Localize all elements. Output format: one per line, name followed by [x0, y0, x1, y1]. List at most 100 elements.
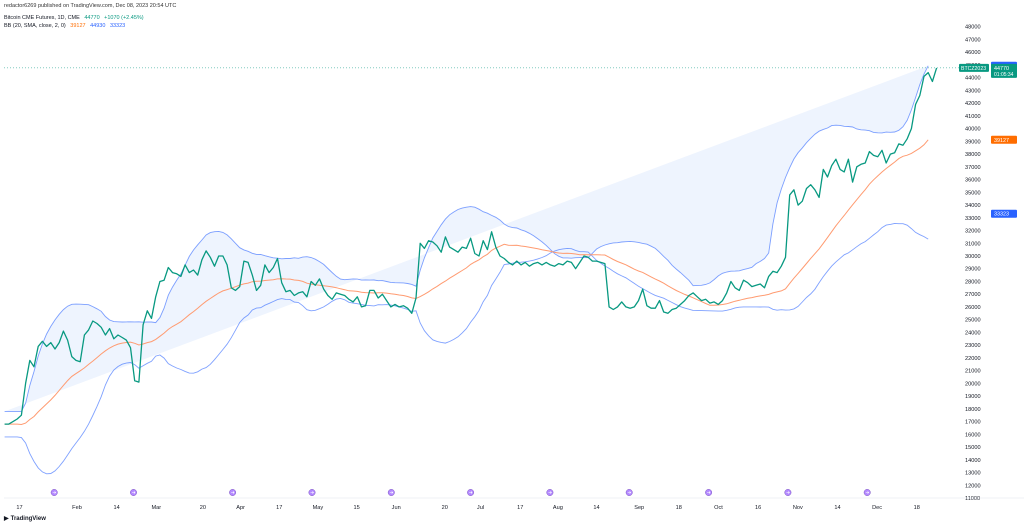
- x-tick-label: 20: [442, 505, 448, 511]
- y-tick-label: 29000: [965, 267, 981, 273]
- tradingview-logo-icon: ▶: [4, 516, 9, 522]
- last-price: 44770: [84, 15, 100, 21]
- lower-band-tag-box: [991, 209, 1017, 218]
- y-tick-label: 16000: [965, 432, 981, 438]
- y-tick-label: 48000: [965, 25, 981, 31]
- y-tick-label: 30000: [965, 254, 981, 260]
- x-tick-label: Feb: [72, 505, 82, 511]
- x-tick-label: 14: [113, 505, 119, 511]
- indicator-legend[interactable]: BB (20, SMA, close, 2, 0) 39127 44930 33…: [4, 23, 128, 29]
- lower-band-tag-label: 33323: [994, 212, 1009, 218]
- symbol-tag-label: BTCZ2023: [961, 66, 986, 72]
- event-arrow-icon: [310, 491, 314, 494]
- y-tick-label: 37000: [965, 165, 981, 171]
- x-tick-label: Sep: [634, 505, 644, 511]
- y-tick-label: 40000: [965, 127, 981, 133]
- y-tick-label: 11000: [965, 496, 980, 502]
- price-line: [4, 67, 938, 425]
- tradingview-brand[interactable]: ▶ TradingView: [4, 515, 46, 522]
- lower-value: 33323: [109, 23, 126, 29]
- x-tick-label: Apr: [236, 505, 245, 511]
- x-tick-label: Jul: [477, 505, 484, 511]
- y-tick-label: 15000: [965, 445, 981, 451]
- last-price-box: [991, 63, 1017, 78]
- event-arrow-icon: [865, 491, 870, 494]
- chart-series: [4, 65, 960, 475]
- event-arrow-icon: [786, 491, 790, 494]
- y-tick-label: 13000: [965, 471, 981, 477]
- y-tick-label: 12000: [965, 483, 981, 489]
- x-tick-label: 15: [353, 505, 359, 511]
- x-tick-label: Dec: [872, 505, 882, 511]
- event-arrow-icon: [389, 491, 394, 494]
- y-tick-label: 39000: [965, 139, 981, 145]
- event-arrow-icon: [707, 491, 711, 494]
- y-tick-label: 18000: [965, 407, 981, 413]
- symbol-tag-box: [959, 63, 989, 72]
- symbol-name: Bitcoin CME Futures, 1D, CME: [4, 15, 80, 21]
- publish-credit: redactor6269 published on TradingView.co…: [4, 3, 177, 9]
- event-arrow-icon: [548, 491, 552, 494]
- y-tick-label: 14000: [965, 458, 981, 464]
- y-tick-label: 24000: [965, 330, 981, 336]
- brand-label: TradingView: [10, 516, 46, 522]
- y-tick-label: 26000: [965, 305, 981, 311]
- y-tick-label: 34000: [965, 203, 981, 209]
- y-tick-label: 19000: [965, 394, 981, 400]
- last-price-label: 44770: [994, 66, 1009, 72]
- basis-line: [4, 139, 929, 426]
- basis-value: 39127: [70, 23, 86, 29]
- y-tick-label: 25000: [965, 318, 981, 324]
- basis-tag-box: [991, 135, 1017, 144]
- y-tick-label: 44000: [965, 76, 981, 82]
- x-tick-label: 18: [914, 505, 920, 511]
- indicator-name: BB (20, SMA, close, 2, 0): [4, 23, 66, 29]
- y-tick-label: 47000: [965, 38, 981, 44]
- y-tick-label: 36000: [965, 178, 981, 184]
- x-tick-label: Mar: [151, 505, 161, 511]
- event-arrow-icon: [132, 491, 136, 494]
- x-tick-label: 14: [593, 505, 599, 511]
- event-arrow-icon: [52, 491, 57, 494]
- y-tick-label: 23000: [965, 343, 981, 349]
- x-tick-label: Oct: [714, 505, 723, 511]
- countdown-label: 01:05:34: [994, 72, 1014, 78]
- y-tick-label: 46000: [965, 50, 981, 56]
- x-tick-label: 17: [16, 505, 22, 511]
- x-tick-label: 17: [517, 505, 523, 511]
- x-tick-label: Jun: [392, 505, 401, 511]
- band-area: [4, 65, 929, 412]
- y-tick-label: 28000: [965, 280, 981, 286]
- x-tick-label: 18: [676, 505, 682, 511]
- y-tick-label: 27000: [965, 292, 981, 298]
- y-tick-label: 43000: [965, 88, 981, 94]
- upper-value: 44930: [90, 23, 106, 29]
- y-tick-label: 22000: [965, 356, 981, 362]
- time-axis[interactable]: 17 Feb 14 Mar 20 Apr 17 May 15 Jun 20 Jul 17 Aug 14 Sep…: [4, 489, 1024, 511]
- x-tick-label: Aug: [553, 505, 563, 511]
- y-tick-label: 33000: [965, 216, 981, 222]
- y-tick-label: 32000: [965, 229, 981, 235]
- price-change: +1070 (+2.45%): [104, 15, 144, 21]
- upper-band-line: [4, 65, 929, 412]
- y-tick-label: 38000: [965, 152, 981, 158]
- basis-tag-label: 39127: [994, 138, 1009, 144]
- symbol-legend[interactable]: Bitcoin CME Futures, 1D, CME 44770 +1070…: [4, 15, 147, 21]
- x-tick-label: 16: [755, 505, 761, 511]
- y-tick-label: 20000: [965, 381, 981, 387]
- y-tick-label: 17000: [965, 420, 981, 426]
- y-tick-label: 42000: [965, 101, 981, 107]
- x-tick-label: May: [313, 505, 324, 511]
- price-axis[interactable]: 11000 12000 13000 14000 15000 16000 17000 18000…: [965, 25, 981, 502]
- y-tick-label: 31000: [965, 241, 981, 247]
- lower-band-line: [4, 222, 929, 475]
- event-arrow-icon: [627, 491, 632, 494]
- x-tick-label: Nov: [793, 505, 803, 511]
- x-tick-label: 20: [200, 505, 206, 511]
- bollinger-band-fill: [4, 65, 929, 412]
- y-tick-label: 41000: [965, 114, 981, 120]
- y-tick-label: 35000: [965, 190, 981, 196]
- y-tick-label: 21000: [965, 369, 981, 375]
